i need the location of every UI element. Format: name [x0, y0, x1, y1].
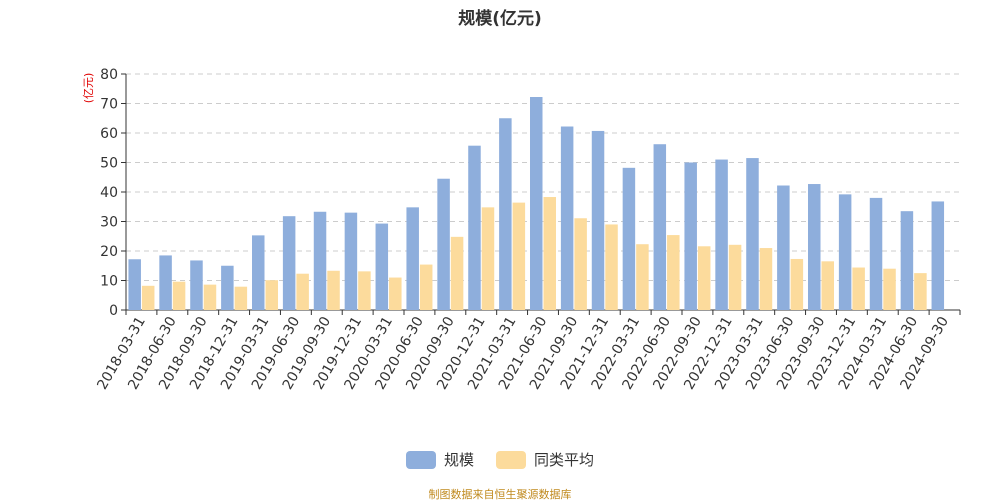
- bar-peer-average: [296, 273, 309, 310]
- bar-scale: [313, 211, 327, 310]
- y-tick-label: 40: [100, 185, 118, 201]
- bar-peer-average: [512, 202, 526, 310]
- bar-scale: [437, 178, 450, 310]
- bar-peer-average: [450, 236, 464, 310]
- bar-scale: [838, 194, 852, 310]
- bar-peer-average: [419, 264, 433, 310]
- bar-scale: [931, 201, 945, 310]
- bar-peer-average: [728, 244, 742, 310]
- y-tick-label: 80: [100, 67, 118, 83]
- y-tick-label: 10: [100, 274, 118, 290]
- y-tick-label: 30: [100, 215, 118, 231]
- bar-peer-average: [852, 267, 865, 310]
- y-axis-label: (亿元): [82, 73, 95, 104]
- bar-peer-average: [203, 284, 217, 310]
- y-tick-label: 0: [109, 303, 118, 319]
- bar-peer-average: [883, 268, 896, 310]
- bar-peer-average: [605, 224, 618, 310]
- bar-scale: [530, 97, 543, 310]
- y-tick-label: 50: [100, 156, 118, 172]
- legend-item-scale[interactable]: 规模: [405, 449, 474, 470]
- bars: [128, 97, 945, 310]
- bar-peer-average: [914, 273, 927, 310]
- bar-scale: [777, 185, 790, 310]
- bar-scale: [221, 265, 234, 310]
- bar-scale: [375, 223, 389, 310]
- bar-peer-average: [141, 285, 155, 310]
- y-tick-label: 20: [100, 244, 118, 260]
- bar-scale: [808, 184, 821, 310]
- y-tick-label: 70: [100, 97, 118, 113]
- bar-scale: [344, 212, 358, 310]
- legend-label-peer-average: 同类平均: [534, 451, 595, 469]
- bar-peer-average: [667, 235, 680, 310]
- bar-peer-average: [574, 218, 587, 310]
- data-source-note: 制图数据来自恒生聚源数据库: [428, 488, 572, 501]
- bar-peer-average: [172, 281, 186, 310]
- bar-peer-average: [636, 244, 649, 310]
- bar-scale: [282, 216, 296, 310]
- bar-peer-average: [389, 277, 402, 310]
- bar-peer-average: [543, 197, 556, 310]
- bar-scale: [190, 260, 203, 310]
- bar-peer-average: [759, 248, 773, 310]
- axes: [121, 73, 961, 315]
- bar-scale: [252, 235, 265, 310]
- bar-peer-average: [481, 207, 495, 310]
- bar-scale: [746, 158, 759, 310]
- bar-scale: [560, 126, 574, 310]
- bar-peer-average: [821, 261, 834, 310]
- bar-scale: [468, 145, 481, 310]
- y-tick-label: 60: [100, 126, 118, 142]
- bar-chart: 010203040506070802018-03-312018-06-30201…: [82, 67, 961, 392]
- legend-swatch-peer-average: [496, 450, 526, 469]
- bar-peer-average: [327, 270, 340, 310]
- legend: 规模 同类平均: [0, 449, 1000, 470]
- legend-label-scale: 规模: [443, 451, 474, 469]
- bar-peer-average: [265, 280, 278, 310]
- bar-scale: [653, 144, 667, 310]
- bar-peer-average: [358, 271, 371, 310]
- bar-scale: [591, 130, 605, 310]
- bar-scale: [159, 255, 172, 310]
- legend-swatch-scale: [405, 450, 436, 469]
- bar-scale: [715, 159, 728, 310]
- bar-scale: [128, 259, 141, 310]
- chart-title: 规模(亿元): [458, 9, 542, 29]
- bar-peer-average: [790, 258, 804, 310]
- bar-scale: [622, 167, 636, 310]
- bar-scale: [684, 162, 697, 310]
- bar-scale: [499, 118, 512, 310]
- grid-lines: [126, 73, 960, 281]
- bar-scale: [869, 197, 883, 310]
- bar-peer-average: [697, 246, 711, 310]
- bar-scale: [900, 211, 914, 310]
- legend-item-peer-average[interactable]: 同类平均: [496, 449, 594, 470]
- bar-scale: [406, 207, 419, 310]
- bar-peer-average: [234, 286, 248, 310]
